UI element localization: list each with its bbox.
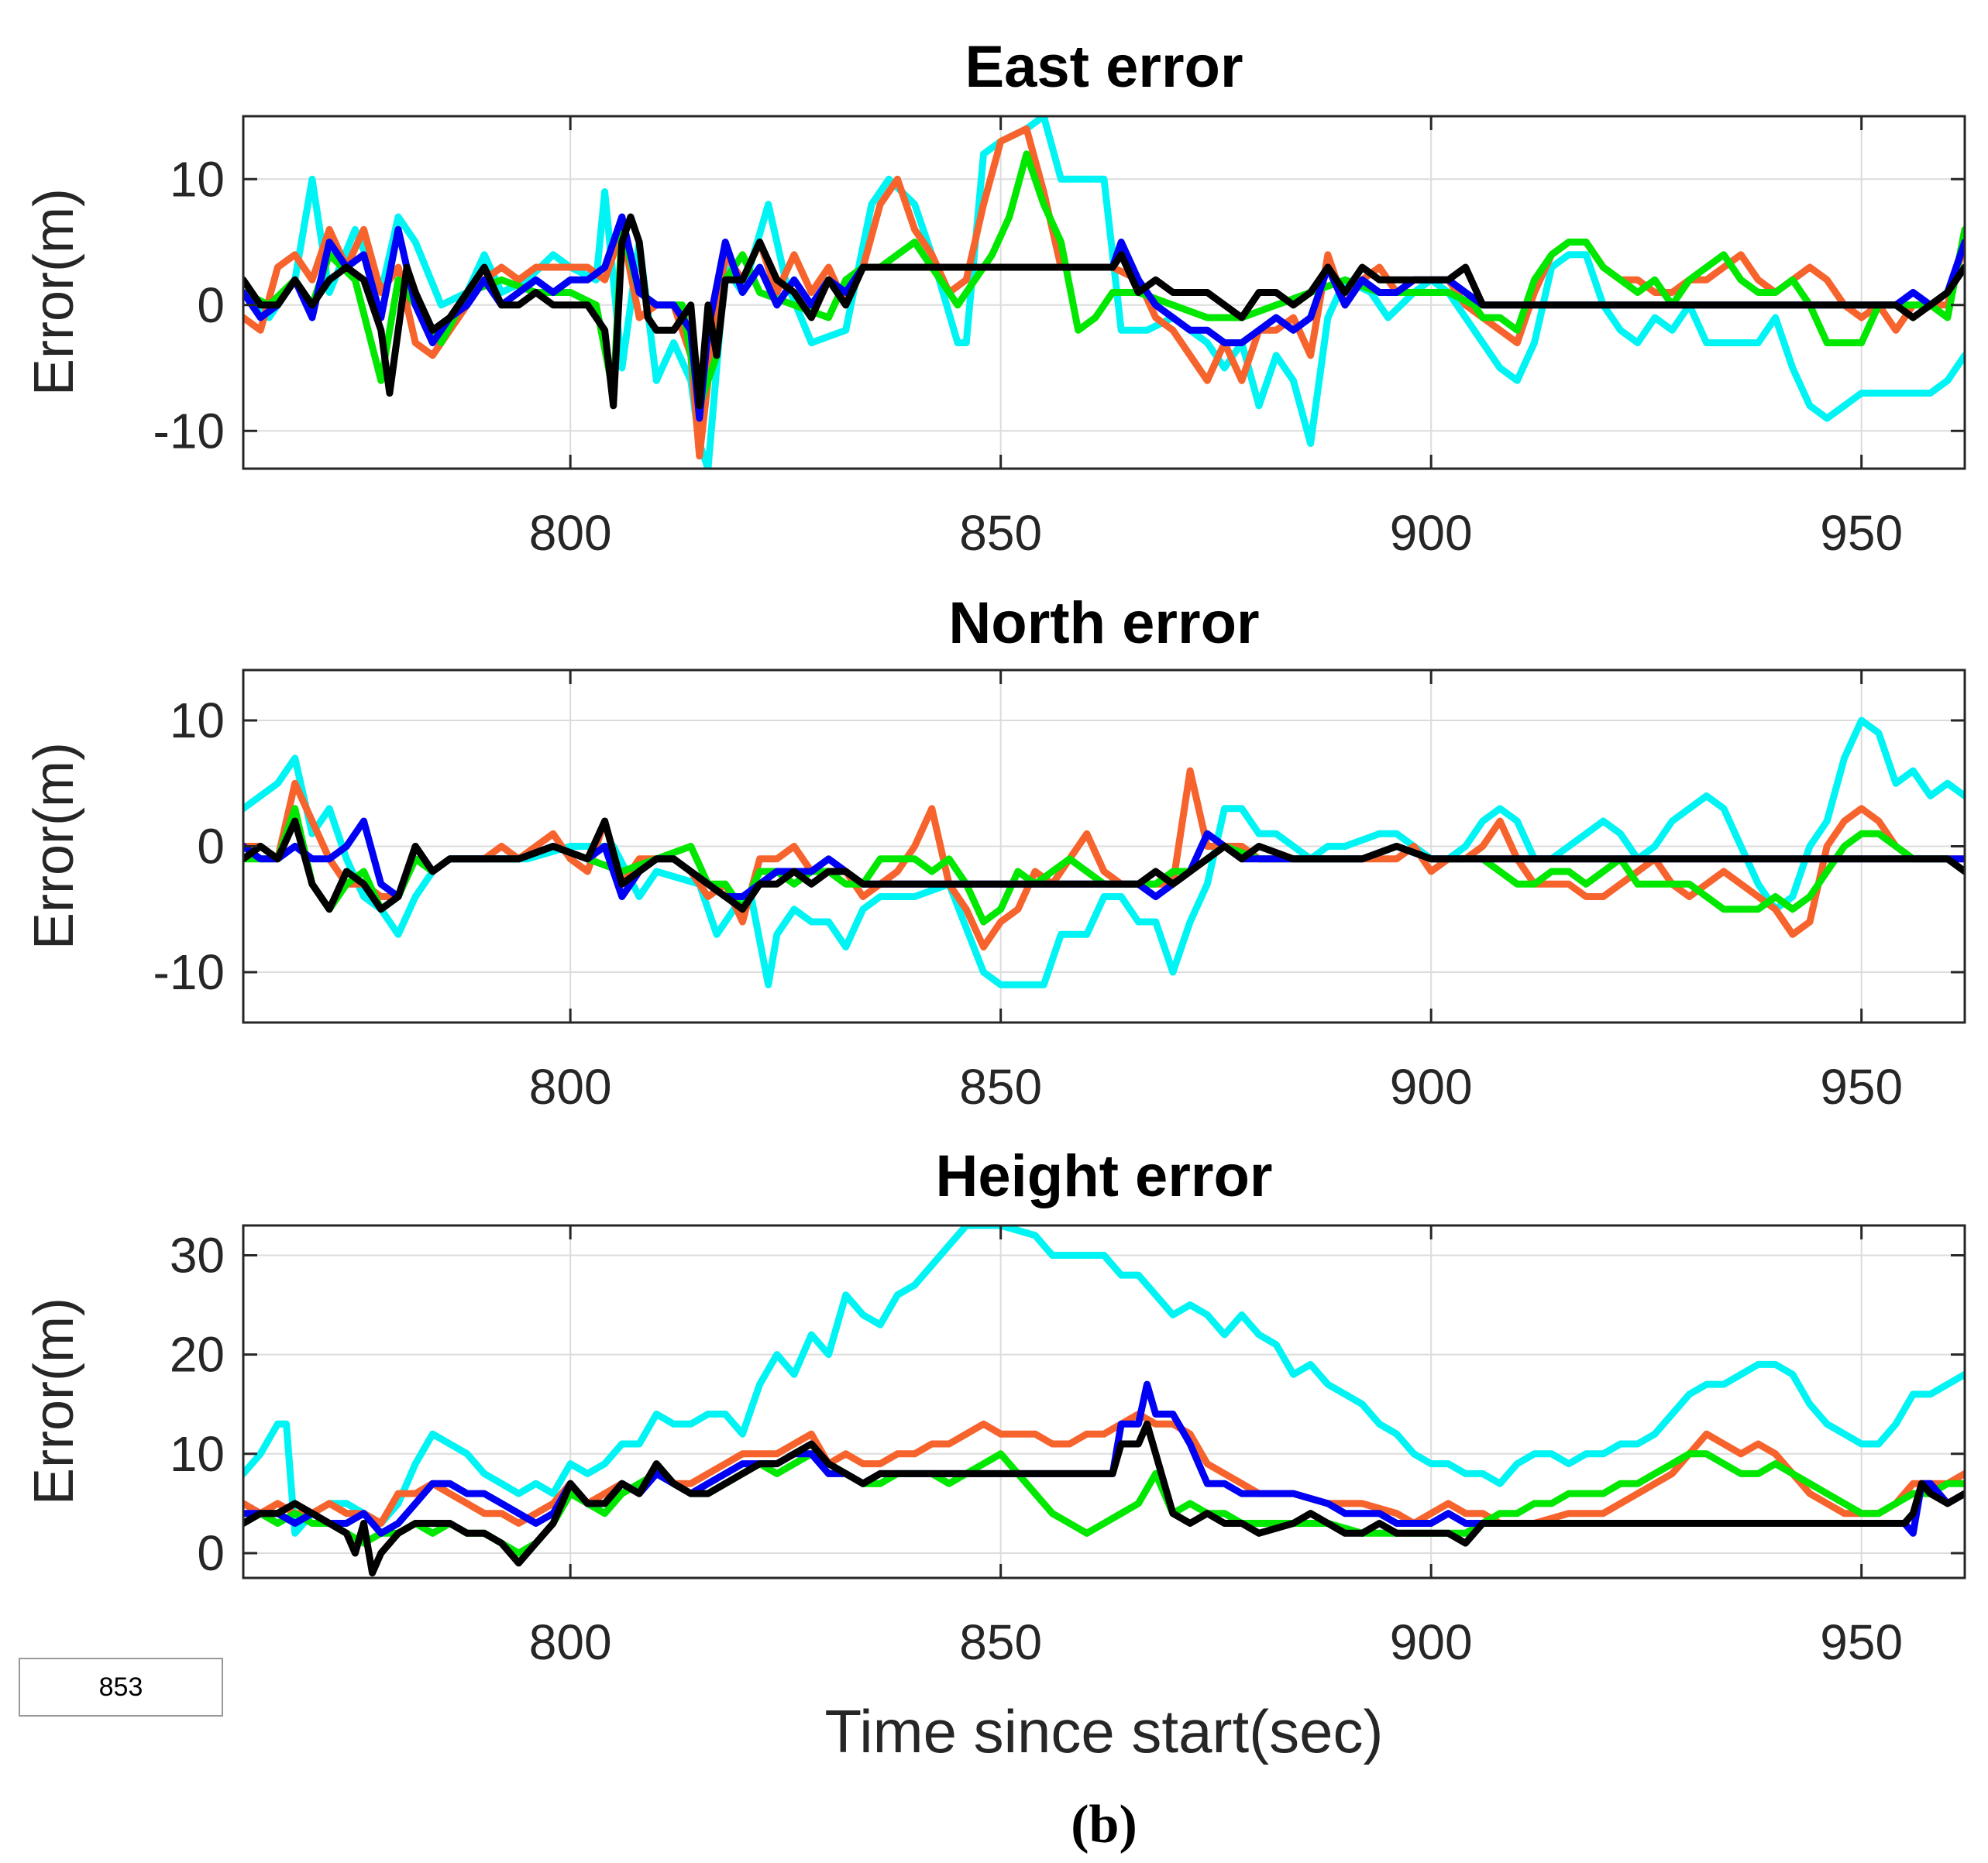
y-tick-label: 0 xyxy=(197,277,225,333)
series-line-orange xyxy=(243,1411,1965,1527)
panel-east-error: East error Error(m) 800 850 900 950 -10 0 10 xyxy=(23,34,1966,561)
x-axis-label: Time since start(sec) xyxy=(825,1697,1384,1765)
series-line-black xyxy=(243,213,1965,410)
y-tick-label: 30 xyxy=(170,1227,225,1283)
lines-layer xyxy=(243,1225,1965,1577)
panel-title: East error xyxy=(965,34,1243,100)
axes-frame xyxy=(242,115,1966,470)
x-tick-label: 950 xyxy=(1820,1614,1903,1670)
x-tick-label: 800 xyxy=(529,1614,612,1670)
y-tick-label: 10 xyxy=(170,151,225,207)
series-line-blue xyxy=(243,1380,1965,1537)
x-tick-label: 850 xyxy=(959,1059,1042,1115)
y-tick-label: 20 xyxy=(170,1327,225,1383)
grid-layer xyxy=(243,1225,1965,1578)
x-tick-label: 950 xyxy=(1820,505,1903,561)
y-tick-label: 0 xyxy=(197,1525,225,1581)
figure-caption: (b) xyxy=(1071,1795,1137,1854)
y-axis-label: Error(m) xyxy=(23,188,85,396)
page-number-box: 853 xyxy=(19,1658,223,1717)
y-tick-label: -10 xyxy=(153,944,225,1000)
series-line-green xyxy=(243,1450,1965,1557)
lines-layer xyxy=(243,717,1965,988)
y-axis-label: Error(m) xyxy=(23,1298,85,1505)
panel-height-error: Height error Error(m) 800 850 900 950 0 10 20 3… xyxy=(23,1143,1966,1670)
panel-title: Height error xyxy=(936,1143,1273,1209)
x-tick-label: 950 xyxy=(1820,1059,1903,1115)
y-tick-label: -10 xyxy=(153,403,225,459)
panel-north-error: North error Error(m) 800 850 900 950 -10 0 10 xyxy=(23,590,1966,1115)
x-tick-label: 850 xyxy=(959,1614,1042,1670)
y-tick-label: 10 xyxy=(170,693,225,748)
series-line-blue xyxy=(243,213,1965,422)
x-tick-label: 800 xyxy=(529,505,612,561)
series-line-black xyxy=(243,1420,1965,1577)
ticks-layer: 800 850 900 950 -10 0 10 xyxy=(153,670,1965,1115)
x-tick-label: 900 xyxy=(1390,505,1473,561)
x-tick-label: 900 xyxy=(1390,1059,1473,1115)
panel-title: North error xyxy=(948,590,1259,656)
y-tick-label: 0 xyxy=(197,819,225,875)
x-tick-label: 800 xyxy=(529,1059,612,1115)
ticks-layer: 800 850 900 950 -10 0 10 xyxy=(153,116,1965,561)
ticks-layer: 800 850 900 950 0 10 20 30 xyxy=(170,1225,1965,1670)
series-line-cyan xyxy=(243,116,1965,469)
lines-layer xyxy=(243,116,1965,469)
series-line-black xyxy=(243,817,1965,913)
axes-frame xyxy=(242,1224,1966,1579)
x-tick-label: 850 xyxy=(959,505,1042,561)
y-tick-label: 10 xyxy=(170,1426,225,1482)
y-axis-label: Error(m) xyxy=(23,742,85,950)
series-line-green xyxy=(243,150,1965,410)
series-line-cyan xyxy=(243,1225,1965,1537)
x-tick-label: 900 xyxy=(1390,1614,1473,1670)
page-number: 853 xyxy=(98,1672,143,1702)
